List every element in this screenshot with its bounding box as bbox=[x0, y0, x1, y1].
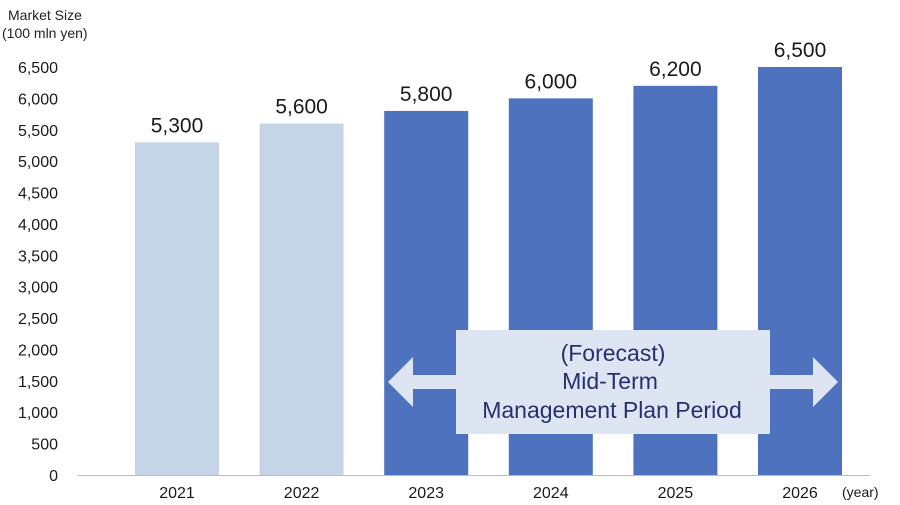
bars bbox=[135, 67, 842, 476]
data-label-2024: 6,000 bbox=[525, 70, 578, 93]
data-labels: 5,300 5,600 5,800 6,000 6,200 6,500 bbox=[151, 39, 827, 137]
bar-2022 bbox=[259, 123, 344, 475]
bar-2021 bbox=[135, 142, 219, 476]
y-tick-label: 5,500 bbox=[18, 123, 58, 140]
bar-2023 bbox=[384, 110, 469, 475]
y-tick-label: 2,500 bbox=[18, 311, 58, 328]
x-tick-label: 2023 bbox=[408, 485, 444, 502]
y-axis-title-line2: (100 mln yen) bbox=[2, 25, 88, 41]
forecast-box bbox=[456, 330, 770, 434]
x-tick-label: 2025 bbox=[658, 485, 694, 502]
y-tick-label: 4,000 bbox=[18, 217, 58, 234]
y-axis-title: Market Size (100 mln yen) bbox=[2, 6, 88, 42]
forecast-label: (Forecast) bbox=[561, 340, 666, 366]
y-tick-label: 1,000 bbox=[18, 405, 58, 422]
data-label-2025: 6,200 bbox=[649, 58, 702, 81]
y-tick-label: 0 bbox=[49, 468, 58, 485]
y-tick-label: 1,500 bbox=[18, 374, 58, 391]
x-tick-label: 2026 bbox=[782, 485, 818, 502]
y-tick-label: 2,000 bbox=[18, 342, 58, 359]
y-tick-label: 6,000 bbox=[18, 91, 58, 108]
plan-period-label: Management Plan Period bbox=[482, 397, 742, 423]
forecast-annotation: (Forecast) Mid-Term Management Plan Peri… bbox=[388, 330, 838, 434]
data-label-2023: 5,800 bbox=[400, 83, 453, 106]
y-tick-label: 5,000 bbox=[18, 154, 58, 171]
bar-2026 bbox=[758, 67, 842, 475]
right-arrow bbox=[770, 357, 838, 407]
x-axis-ticks: 2021 2022 2023 2024 2025 2026 bbox=[159, 485, 818, 502]
y-axis-title-line1: Market Size bbox=[8, 7, 82, 23]
left-arrow bbox=[388, 357, 456, 407]
y-tick-label: 4,500 bbox=[18, 186, 58, 203]
data-label-2022: 5,600 bbox=[275, 95, 328, 118]
x-tick-label: 2024 bbox=[533, 485, 569, 502]
mid-term-label: Mid-Term bbox=[562, 368, 658, 394]
data-label-2021: 5,300 bbox=[151, 114, 204, 137]
x-tick-label: 2022 bbox=[284, 485, 320, 502]
data-label-2026: 6,500 bbox=[774, 39, 827, 62]
x-tick-label: 2021 bbox=[159, 485, 195, 502]
y-tick-label: 3,500 bbox=[18, 248, 58, 265]
y-tick-label: 500 bbox=[31, 437, 58, 454]
y-axis-ticks: 0 500 1,000 1,500 2,000 2,500 3,000 3,500 4,000 4… bbox=[18, 60, 58, 485]
x-axis-unit: (year) bbox=[842, 484, 879, 500]
y-tick-label: 6,500 bbox=[18, 60, 58, 77]
y-tick-label: 3,000 bbox=[18, 280, 58, 297]
